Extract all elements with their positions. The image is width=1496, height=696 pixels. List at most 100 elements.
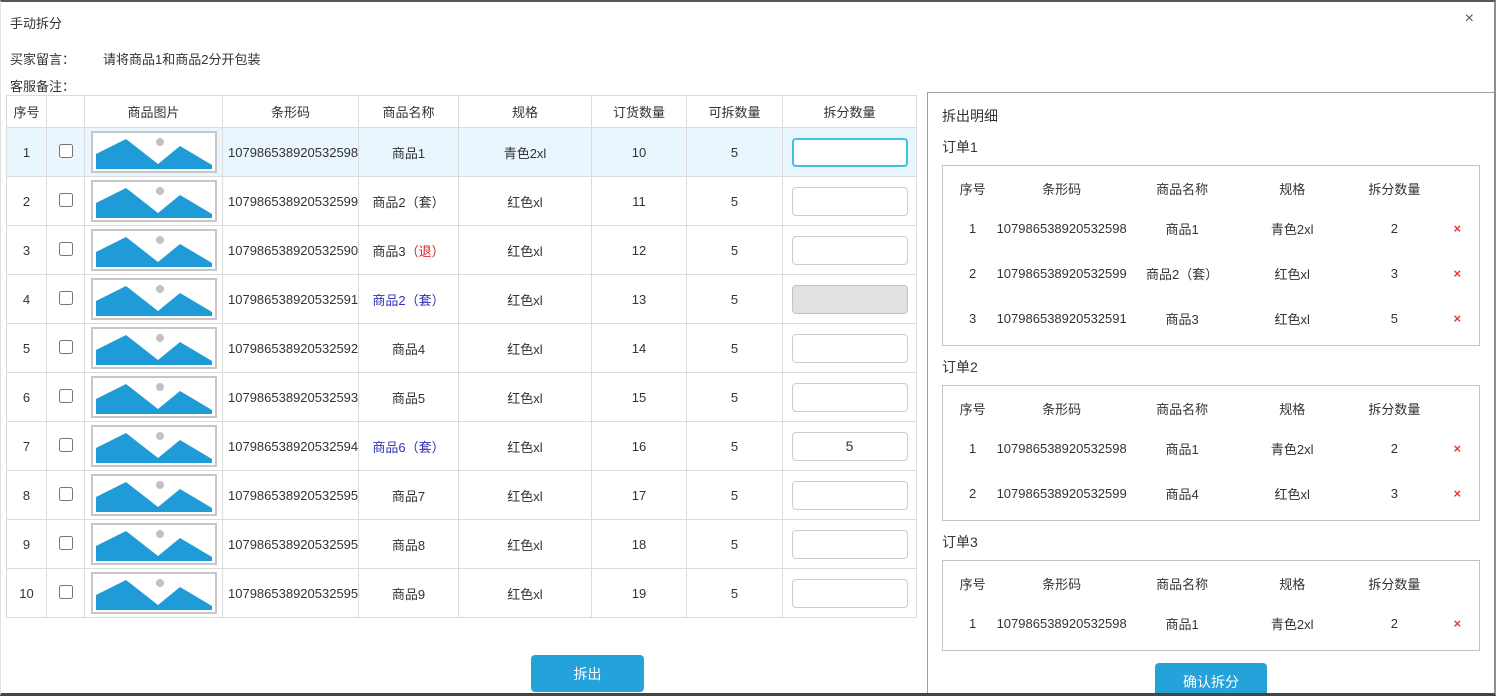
spec-cell: 红色xl: [458, 372, 592, 422]
product-image: [90, 572, 217, 614]
order-qty-cell: 16: [591, 421, 687, 471]
row-select-checkbox[interactable]: [58, 437, 73, 452]
order-qty-cell: 14: [591, 323, 687, 373]
delete-cell: ×: [1442, 426, 1473, 471]
delete-row-icon[interactable]: ×: [1453, 616, 1462, 631]
row-select-checkbox[interactable]: [58, 486, 73, 501]
split-out-button[interactable]: 拆出: [531, 655, 644, 692]
split-qty-input[interactable]: [791, 578, 908, 608]
spec-cell: 红色xl: [458, 421, 592, 471]
product-name-cell: 商品7: [358, 470, 459, 520]
image-placeholder-mountains: [95, 285, 212, 316]
split-qty-input[interactable]: [791, 382, 908, 412]
row-index: 10: [6, 568, 47, 618]
order-label: 订单1: [942, 139, 978, 155]
order-qty-cell: 12: [591, 225, 687, 275]
order-qty-cell: 11: [591, 176, 687, 226]
product-table-header-row: 序号 商品图片 条形码 商品名称 规格 订货数量 可拆数量 拆分数量: [6, 95, 917, 128]
image-placeholder-mountains: [95, 383, 212, 414]
split-qty-cell: [782, 274, 917, 324]
table-row: 2 107986538920532599 商品2（套） 红色xl 11 5: [6, 176, 917, 226]
splittable-qty-cell: 5: [686, 274, 783, 324]
row-select-cell: [46, 372, 85, 422]
column-header: 商品名称: [1156, 401, 1209, 417]
confirm-split-button[interactable]: 确认拆分: [1155, 663, 1267, 693]
spec-cell: 红色xl: [1274, 487, 1310, 502]
product-image: [90, 180, 217, 222]
split-qty-input[interactable]: [791, 431, 908, 461]
delete-row-icon[interactable]: ×: [1453, 266, 1462, 281]
split-qty-input[interactable]: [791, 235, 908, 265]
column-header: 序号: [6, 95, 47, 128]
spec-cell: 青色2xl: [1270, 442, 1314, 457]
row-select-checkbox[interactable]: [58, 535, 73, 550]
row-select-cell: [46, 176, 85, 226]
barcode-cell: 107986538920532590: [222, 225, 359, 275]
column-header: 规格: [458, 95, 592, 128]
row-select-checkbox[interactable]: [58, 388, 73, 403]
row-index: 1: [968, 616, 977, 631]
row-select-checkbox[interactable]: [58, 584, 73, 599]
row-select-checkbox[interactable]: [58, 290, 73, 305]
split-qty-cell: [782, 127, 917, 177]
row-select-checkbox[interactable]: [58, 192, 73, 207]
product-image: [90, 229, 217, 271]
image-placeholder-mountains: [95, 530, 212, 561]
order-qty-cell: 17: [591, 470, 687, 520]
image-placeholder-mountains: [95, 236, 212, 267]
split-qty-cell: 5: [1390, 311, 1398, 326]
product-name-cell: 商品9: [358, 568, 459, 618]
order-detail-row: 2 107986538920532599 商品2（套） 红色xl 3 ×: [949, 251, 1473, 296]
product-image: [90, 474, 217, 516]
row-index: 9: [6, 519, 47, 569]
product-image-cell: [84, 176, 223, 226]
product-name-text: 商品2（套）: [372, 194, 445, 210]
split-qty-input[interactable]: [791, 529, 908, 559]
split-qty-input[interactable]: [791, 284, 908, 314]
buyer-message-value: 请将商品1和商品2分开包装: [103, 52, 261, 67]
product-image-cell: [84, 127, 223, 177]
product-name-cell: 商品6（套）: [358, 421, 459, 471]
splittable-qty-cell: 5: [686, 127, 783, 177]
detail-panel-title: 拆出明细: [942, 108, 998, 124]
delete-row-icon[interactable]: ×: [1453, 221, 1462, 236]
product-name-cell: 商品5: [358, 372, 459, 422]
delete-row-icon[interactable]: ×: [1453, 486, 1462, 501]
barcode-cell: 107986538920532595: [222, 519, 359, 569]
splittable-qty-cell: 5: [686, 372, 783, 422]
row-select-checkbox[interactable]: [58, 241, 73, 256]
barcode-cell: 107986538920532591: [996, 311, 1127, 326]
barcode-cell: 107986538920532594: [222, 421, 359, 471]
row-select-checkbox[interactable]: [58, 339, 73, 354]
product-name-cell: 商品2（套）: [1146, 267, 1219, 282]
order-qty-cell: 15: [591, 372, 687, 422]
product-name-text: 商品7: [391, 488, 426, 504]
column-header: 订货数量: [591, 95, 687, 128]
row-select-checkbox[interactable]: [58, 143, 73, 158]
split-qty-cell: [782, 176, 917, 226]
spec-cell: 红色xl: [458, 470, 592, 520]
product-name-cell: 商品1: [1165, 442, 1199, 457]
split-qty-input[interactable]: [791, 333, 908, 363]
delete-row-icon[interactable]: ×: [1453, 311, 1462, 326]
split-qty-input[interactable]: [791, 137, 908, 167]
row-select-cell: [46, 274, 85, 324]
split-qty-input[interactable]: [791, 480, 908, 510]
product-name-cell: 商品1: [1165, 222, 1199, 237]
close-icon[interactable]: ×: [1464, 10, 1474, 27]
order-label: 订单2: [942, 359, 978, 375]
column-header: 商品名称: [1156, 576, 1209, 592]
product-image: [90, 327, 217, 369]
product-name-cell: 商品1: [358, 127, 459, 177]
split-detail-panel: 拆出明细 订单1 序号 条形码 商品名称 规格 拆分数量 1 1079865389205325…: [927, 92, 1494, 693]
split-qty-input[interactable]: [791, 186, 908, 216]
order-detail-box: 序号 条形码 商品名称 规格 拆分数量 1 107986538920532598 商品1 青色2…: [942, 560, 1480, 651]
column-header: 条形码: [1042, 576, 1082, 592]
split-qty-cell: [782, 568, 917, 618]
product-name-text: 商品9: [391, 586, 426, 602]
delete-row-icon[interactable]: ×: [1453, 441, 1462, 456]
column-header: [1442, 390, 1473, 426]
table-row: 9 107986538920532595 商品8 红色xl 18 5: [6, 519, 917, 569]
image-placeholder-mountains: [95, 481, 212, 512]
